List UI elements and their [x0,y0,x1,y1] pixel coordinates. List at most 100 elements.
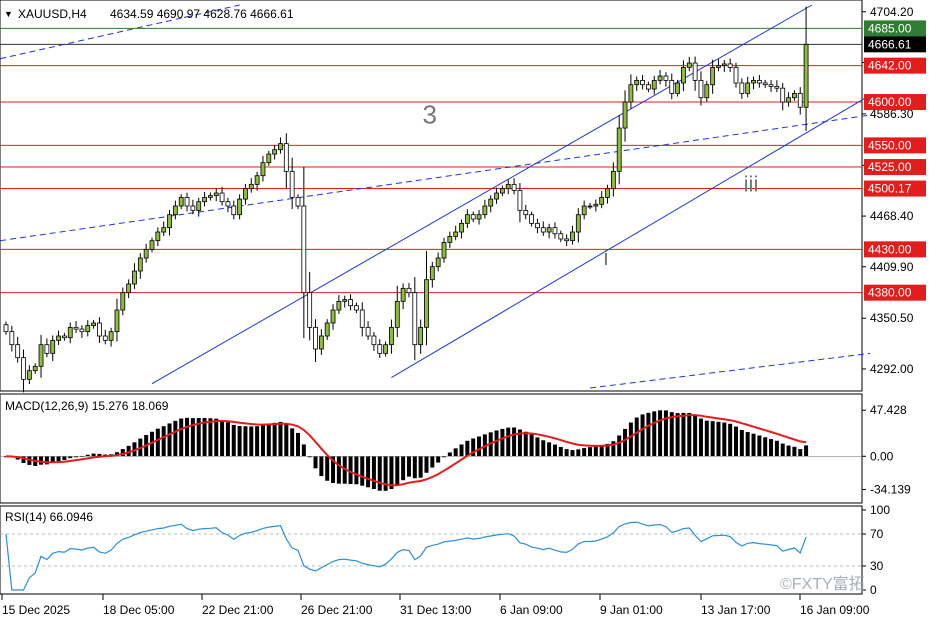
price-label-text: 4525.00 [868,160,912,174]
candle-body [441,242,447,259]
candle-body [681,66,686,84]
candle-body [85,325,91,333]
macd-bar [161,426,166,457]
macd-bar [447,452,452,457]
macd-bar [769,439,774,457]
macd-bar [541,440,546,457]
candle-body [231,205,237,216]
candle-body [67,326,73,339]
price-label-box [864,159,926,176]
candle-body [622,101,628,129]
candle-body [254,175,260,185]
macd-bar [640,414,645,457]
candle-body [605,188,610,198]
candle-body [289,170,295,198]
macd-bar [284,424,289,457]
price-label-text: 4666.61 [868,37,912,51]
candle-body [161,227,167,233]
macd-bar [506,427,511,457]
macd-bar [348,456,353,484]
macd-bar [739,429,744,457]
macd-bar [249,426,254,457]
time-label: 26 Dec 21:00 [301,603,373,617]
macd-bar [366,456,371,488]
candle-body [704,84,710,99]
candle-body [599,196,605,205]
macd-bar [155,428,160,457]
macd-bar [716,421,721,457]
macd-bar [185,417,190,457]
candle-body [663,75,669,81]
candle-body [365,326,371,337]
macd-bar [331,456,336,483]
macd-bar [763,437,768,457]
candle-body [184,196,190,207]
candle-body [330,309,336,324]
time-label: 31 Dec 13:00 [400,603,472,617]
candle-body [499,188,505,194]
candle-body [505,183,511,190]
candle-body [225,201,231,207]
macd-bar [371,456,376,489]
macd-bar [62,456,67,461]
macd-bar [558,446,563,457]
macd-bar [792,446,797,457]
macd-bar [663,410,668,457]
candle-body [383,344,389,354]
price-label-text: 4550.00 [868,138,912,152]
macd-bar [97,453,102,457]
price-label-box [864,57,926,74]
candle-body [406,287,412,294]
macd-bar [272,422,277,457]
wave-label: i [604,245,609,270]
channel-line-2 [589,352,871,389]
candle-body [511,183,517,191]
price-label-box [864,180,926,197]
price-label-text: 4600.00 [868,95,912,109]
candle-body [132,270,137,285]
candle-body [797,92,803,108]
macd-signal-line [5,414,807,487]
candle-body [301,205,307,294]
candle-body [56,335,61,341]
candle-body [143,248,149,259]
candle-body [727,63,733,68]
candle-body [733,66,739,84]
candle-body [657,75,663,81]
candle-body [155,231,161,242]
macd-bar [313,456,318,469]
candle-body [488,198,494,207]
candle-body [389,326,394,346]
price-label-box [864,241,926,258]
macd-bar [243,426,248,457]
price-label-box [864,36,926,53]
price-label-box [864,137,926,154]
macd-label: MACD(12,26,9) 15.276 18.069 [5,399,169,413]
candle-body [739,82,745,94]
macd-bar [39,456,44,465]
price-label-box [864,94,926,111]
macd-bar [260,425,265,457]
macd-bar [477,436,482,457]
macd-bar [173,420,178,457]
macd-bar [658,410,663,457]
macd-bar [44,456,49,465]
candle-body [3,324,9,333]
candle-body [91,322,96,327]
macd-bar [377,456,382,491]
candle-body [243,188,248,200]
candle-body [21,357,26,380]
candle-body [126,283,132,294]
candle-body [400,287,406,302]
candle-body [651,79,657,90]
macd-bar [325,456,330,481]
rsi-tick-label: 100 [870,503,890,517]
candle-body [62,335,67,339]
macd-bar [547,442,552,457]
macd-bar [179,418,184,457]
macd-bar [442,456,446,458]
macd-bar [336,456,341,484]
wave-label: 3 [422,100,436,130]
candle-body [73,326,79,330]
candle-body [523,209,529,216]
